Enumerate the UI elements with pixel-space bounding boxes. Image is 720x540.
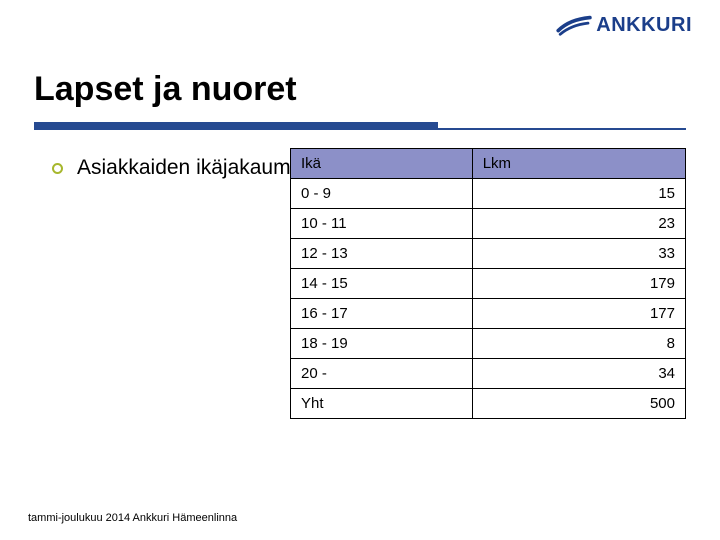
table-row: 0 - 9 15 <box>291 179 686 209</box>
cell-count: 34 <box>472 359 685 389</box>
table-row: 12 - 13 33 <box>291 239 686 269</box>
column-header-age: Ikä <box>291 149 473 179</box>
cell-count: 179 <box>472 269 685 299</box>
cell-age: 10 - 11 <box>291 209 473 239</box>
slide-title: Lapset ja nuoret <box>34 70 297 109</box>
table-row: 14 - 15 179 <box>291 269 686 299</box>
age-distribution-table: Ikä Lkm 0 - 9 15 10 - 11 23 12 - 13 33 1… <box>290 148 686 419</box>
cell-age: Yht <box>291 389 473 419</box>
title-divider <box>34 122 686 132</box>
bullet-icon <box>52 163 63 174</box>
table-row: 16 - 17 177 <box>291 299 686 329</box>
brand-name: ANKKURI <box>596 14 692 37</box>
cell-age: 16 - 17 <box>291 299 473 329</box>
cell-age: 12 - 13 <box>291 239 473 269</box>
footer-caption: tammi-joulukuu 2014 Ankkuri Hämeenlinna <box>28 512 237 524</box>
cell-count: 8 <box>472 329 685 359</box>
cell-age: 18 - 19 <box>291 329 473 359</box>
brand-logo: ANKKURI <box>556 12 692 38</box>
bullet-text: Asiakkaiden ikäjakauma <box>77 156 302 180</box>
cell-count: 33 <box>472 239 685 269</box>
table-row: Yht 500 <box>291 389 686 419</box>
table-header-row: Ikä Lkm <box>291 149 686 179</box>
column-header-count: Lkm <box>472 149 685 179</box>
cell-age: 14 - 15 <box>291 269 473 299</box>
table-row: 18 - 19 8 <box>291 329 686 359</box>
bullet-item: Asiakkaiden ikäjakauma <box>52 156 302 180</box>
cell-age: 0 - 9 <box>291 179 473 209</box>
anchor-swoosh-icon <box>556 12 594 38</box>
cell-count: 15 <box>472 179 685 209</box>
cell-count: 500 <box>472 389 685 419</box>
table-row: 10 - 11 23 <box>291 209 686 239</box>
table-row: 20 - 34 <box>291 359 686 389</box>
cell-count: 23 <box>472 209 685 239</box>
cell-count: 177 <box>472 299 685 329</box>
cell-age: 20 - <box>291 359 473 389</box>
